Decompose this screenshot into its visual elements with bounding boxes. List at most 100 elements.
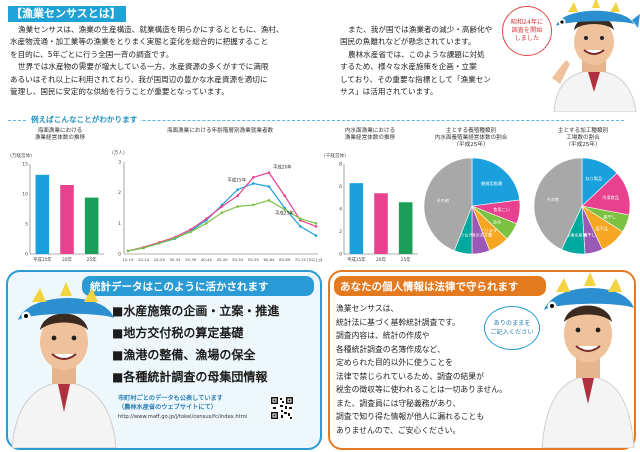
note-line: 市町村ごとのデータも公表しています — [118, 395, 223, 402]
y-tick-label: 4 — [339, 207, 342, 213]
y-tick-label: 2 — [339, 229, 342, 235]
data-point — [267, 171, 271, 175]
privacy-title-band — [334, 276, 546, 296]
x-tick-label: 20-24 — [138, 257, 150, 262]
data-point — [220, 211, 224, 214]
x-tick-label: 55-59 — [248, 257, 260, 262]
y-tick-label: 2 — [118, 190, 121, 196]
x-tick-label: 平成15年 — [33, 256, 52, 263]
data-point — [205, 217, 208, 221]
slice-label: うなぎ — [460, 232, 473, 239]
intro-line: 農林水産省では、このような課題に対処 — [348, 49, 485, 59]
y-tick-label: 0 — [339, 252, 342, 258]
privacy-line: 漁業センサスは、 — [336, 304, 399, 313]
x-tick-label: 平成15年 — [347, 256, 366, 263]
y-tick-label: 6 — [339, 184, 342, 190]
slice-label: 食用こい — [493, 206, 510, 213]
use-item: ■漁港の整備、漁場の保全 — [112, 348, 256, 362]
chart-title-line: 漁業経営体数の推移 — [344, 135, 396, 141]
privacy-line: 統計法に基づく基幹統計調査です。 — [336, 317, 460, 327]
series-line — [127, 182, 317, 252]
mascot-person-top — [552, 0, 640, 112]
qr-code-icon[interactable] — [270, 396, 294, 420]
privacy-title: あなたの個人情報は法律で守られます — [340, 281, 519, 293]
bar — [60, 185, 74, 254]
privacy-line: 各種統計調査の名簿作成など、 — [336, 344, 445, 354]
data-point — [314, 222, 318, 225]
data-point — [252, 176, 255, 179]
intro-line: を目的に、5年ごとに行う全国一斉の調査です。 — [10, 49, 174, 59]
uses-title: 統計データはこのように活かされます — [90, 281, 269, 293]
y-tick-label: 0 — [118, 252, 121, 258]
use-item: ■水産施策の企画・立案・推進 — [112, 304, 280, 318]
slice-label: その他 — [436, 197, 449, 204]
privacy-line: 定められた目的以外に使うことを — [336, 358, 453, 367]
slice-label: 冷凍水産物 — [566, 232, 587, 239]
slice-label: その他 — [547, 196, 560, 203]
y-unit-label: (千経営体) — [324, 152, 346, 159]
note-line: （農林水産省のウェブサイトにて） — [118, 404, 217, 411]
x-tick-label: 50-54 — [232, 257, 244, 262]
dashed-divider — [8, 120, 624, 121]
y-tick-label: 5 — [25, 222, 28, 228]
y-tick-label: 15 — [22, 162, 28, 168]
data-point — [299, 217, 302, 221]
x-tick-label: 60-64 — [263, 257, 275, 262]
speech-line: ご記入ください — [490, 329, 534, 336]
privacy-line: ありませんので、ご安心ください。 — [336, 425, 461, 435]
chart-title-line: 内水面養殖業経営体数の割合 — [434, 135, 508, 141]
chart-title-line: 主とする養殖種類別 — [445, 128, 497, 134]
data-point — [142, 246, 145, 250]
pie-slice — [533, 157, 583, 250]
chart-title-line: （平成25年） — [565, 142, 601, 148]
census-url-link[interactable]: http://www.maff.go.jp/j/tokei/census/fc/… — [118, 414, 248, 420]
publication-note: 市町村ごとのデータも公表しています （農林水産省のウェブサイトにて） — [118, 394, 223, 412]
bar — [35, 174, 50, 254]
intro-line: また、我が国では漁業者の減少・高齢化や — [348, 25, 493, 34]
chart-sea-fishery-bar: (万経営体) 15 10 5 0 平成15年 20年 25年 — [10, 152, 104, 263]
privacy-line: 調査で知り得た情報が他人に漏れることも — [336, 412, 485, 421]
series-label: 平成15年 — [227, 176, 246, 183]
data-point — [220, 205, 224, 208]
chart-title-line: 工場数の割合 — [566, 135, 600, 141]
examples-label: 例えばこんなことがわかります — [28, 114, 141, 125]
chart-title: 主とする加工種類別 工場数の割合 （平成25年） — [528, 128, 638, 149]
chart-title: 内水面漁業における 漁業経営体数の推移 — [330, 128, 410, 142]
speech-line: 調査を開始 — [511, 27, 543, 34]
speech-bubble-bottom: ありのままを ご記入ください — [484, 306, 540, 350]
data-point — [173, 236, 177, 240]
series-label: 平成20年 — [273, 164, 292, 171]
data-point — [252, 203, 255, 207]
data-point — [283, 194, 286, 198]
slice-label: 観賞用魚類 — [481, 180, 503, 187]
intro-line: するため、様々な水産施策を企画・立案 — [340, 62, 477, 72]
pie-slice — [423, 157, 473, 252]
slice-label: にじます — [480, 228, 497, 234]
data-point — [126, 249, 130, 253]
intro-line: 水産物流通・加工業等の漁業をとりまく実態と変化を総合的に把握すること — [10, 37, 269, 47]
x-tick-label: 20年 — [376, 256, 387, 263]
data-point — [299, 225, 302, 228]
chart-age-line: (万人) 3 2 1 015-19 20-24 25-29 30-34 35-39 40-44 45… — [112, 150, 322, 262]
speech-line: 昭和24年に — [510, 19, 544, 26]
x-tick-label: 75以上(歳) — [306, 257, 322, 262]
data-point — [267, 199, 271, 202]
use-item: ■各種統計調査の母集団情報 — [112, 370, 268, 384]
slice-label: ねり製品 — [585, 175, 602, 182]
privacy-line: 法律で禁じられているため、調査の結果が — [336, 371, 484, 381]
x-tick-label: 15-19 — [122, 257, 134, 262]
x-tick-label: 35-39 — [185, 257, 197, 262]
y-tick-label: 10 — [22, 192, 28, 198]
data-point — [267, 185, 271, 188]
slice-label: 素干し — [603, 213, 616, 220]
intro-line: あるいはそれ以上に利用されており、我が国周辺の豊かな水産資源を適切に — [10, 74, 268, 84]
data-point — [205, 222, 208, 225]
data-point — [189, 230, 192, 234]
intro-line: サス」は活用されています。 — [340, 87, 438, 97]
intro-paragraph-right: また、我が国では漁業者の減少・高齢化や 国民の魚離れなどが懸念されています。 農… — [340, 24, 502, 98]
slice-label: 塩干品 — [595, 225, 608, 232]
bar — [349, 183, 364, 254]
intro-line: 世界では水産物の需要が増大している一方、水産資源の多くがすでに満限 — [18, 62, 269, 72]
